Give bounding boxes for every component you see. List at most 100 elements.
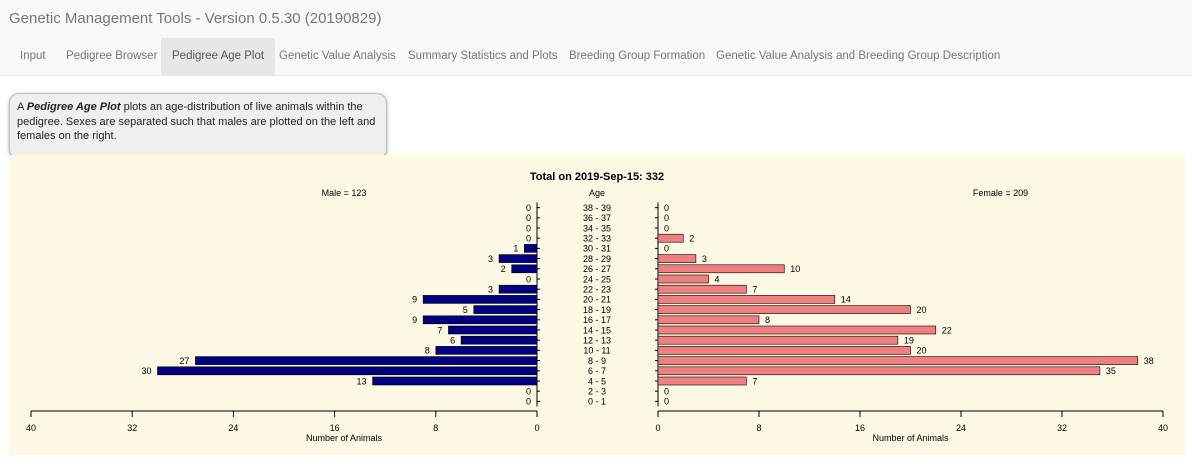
male-value-label: 9 xyxy=(412,315,417,325)
female-value-label: 0 xyxy=(664,223,669,233)
male-value-label: 0 xyxy=(526,234,531,244)
male-bar xyxy=(460,335,538,345)
female-value-label: 7 xyxy=(752,376,757,386)
female-x-tick-label: 24 xyxy=(956,423,966,433)
female-bar xyxy=(657,376,747,386)
info-box: A Pedigree Age Plot plots an age-distrib… xyxy=(9,93,387,159)
age-group-label: 36 - 37 xyxy=(583,213,611,223)
female-bar xyxy=(657,233,684,243)
male-value-label: 0 xyxy=(526,387,531,397)
female-value-label: 14 xyxy=(841,295,851,305)
tab-breeding-group-formation[interactable]: Breeding Group Formation xyxy=(569,50,706,62)
age-group-label: 0 - 1 xyxy=(588,397,606,407)
age-group-label: 22 - 23 xyxy=(583,285,611,295)
male-bar xyxy=(498,254,538,263)
age-group-label: 20 - 21 xyxy=(583,295,611,305)
age-pyramid-chart: Total on 2019-Sep-15: 332 Male = 123 Age Fe… xyxy=(26,171,1168,443)
age-group-label: 10 - 11 xyxy=(583,346,610,356)
male-bar xyxy=(511,264,538,274)
male-value-label: 13 xyxy=(357,376,367,386)
age-group-label: 26 - 27 xyxy=(583,264,611,274)
female-value-label: 38 xyxy=(1144,356,1154,366)
male-x-tick-label: 16 xyxy=(330,423,340,433)
female-bar xyxy=(657,274,709,284)
female-value-label: 35 xyxy=(1106,366,1116,376)
female-value-label: 8 xyxy=(765,315,770,325)
female-bar xyxy=(657,284,747,294)
female-x-tick-label: 16 xyxy=(855,423,865,433)
tab-summary-statistics[interactable]: Summary Statistics and Plots xyxy=(408,50,558,62)
male-bar xyxy=(422,295,538,304)
female-value-label: 0 xyxy=(664,397,669,407)
male-bar xyxy=(498,284,538,294)
female-x-tick-label: 32 xyxy=(1057,423,1067,433)
age-group-label: 2 - 3 xyxy=(588,387,606,397)
male-value-label: 0 xyxy=(526,213,531,223)
age-group-label: 30 - 31 xyxy=(583,244,611,254)
female-value-label: 20 xyxy=(917,305,927,315)
female-bar xyxy=(657,264,785,274)
female-value-label: 10 xyxy=(790,264,800,274)
female-value-label: 0 xyxy=(664,213,669,223)
female-bar xyxy=(657,305,911,314)
male-bar xyxy=(372,376,538,386)
male-x-tick-label: 40 xyxy=(26,423,36,433)
female-bar xyxy=(657,335,899,345)
app-title: Genetic Management Tools - Version 0.5.3… xyxy=(9,10,382,27)
chart-title: Total on 2019-Sep-15: 332 xyxy=(530,171,664,183)
tab-gva-breeding-group-description[interactable]: Genetic Value Analysis and Breeding Grou… xyxy=(716,50,1001,62)
female-value-label: 22 xyxy=(942,325,952,335)
male-value-label: 0 xyxy=(526,274,531,284)
tab-bar: Input Pedigree Browser Pedigree Age Plot… xyxy=(0,38,1192,76)
age-group-label: 32 - 33 xyxy=(583,234,611,244)
female-bar xyxy=(657,356,1139,365)
male-value-label: 7 xyxy=(437,325,442,335)
male-bar xyxy=(473,305,538,314)
tab-pedigree-age-plot[interactable]: Pedigree Age Plot xyxy=(161,38,276,75)
female-x-tick-label: 40 xyxy=(1158,423,1168,433)
female-value-label: 3 xyxy=(702,254,707,264)
male-value-label: 3 xyxy=(488,254,493,264)
female-bar xyxy=(657,325,937,335)
age-group-label: 28 - 29 xyxy=(583,254,611,264)
female-value-label: 7 xyxy=(752,285,757,295)
age-group-label: 16 - 17 xyxy=(583,315,611,325)
male-bar xyxy=(157,366,538,376)
male-x-tick-label: 0 xyxy=(534,423,539,433)
info-text: plots an age-distribution of live animal… xyxy=(17,101,376,142)
male-x-tick-label: 8 xyxy=(433,423,438,433)
age-group-label: 6 - 7 xyxy=(588,366,606,376)
tab-genetic-value-analysis[interactable]: Genetic Value Analysis xyxy=(279,50,396,62)
age-group-label: 12 - 13 xyxy=(583,336,611,346)
male-value-label: 1 xyxy=(513,244,518,254)
male-value-label: 2 xyxy=(501,264,506,274)
male-value-label: 0 xyxy=(526,223,531,233)
male-value-label: 0 xyxy=(526,397,531,407)
plot-panel: Total on 2019-Sep-15: 332 Male = 123 Age Fe… xyxy=(9,155,1185,455)
female-value-label: 4 xyxy=(715,274,720,284)
age-group-label: 24 - 25 xyxy=(583,274,611,284)
male-value-label: 30 xyxy=(141,366,151,376)
male-value-label: 9 xyxy=(412,295,417,305)
male-value-label: 27 xyxy=(179,356,189,366)
female-value-label: 19 xyxy=(904,336,914,346)
male-value-label: 3 xyxy=(488,285,493,295)
tab-input[interactable]: Input xyxy=(20,50,46,62)
male-x-tick-label: 32 xyxy=(127,423,137,433)
male-bar xyxy=(422,315,538,325)
female-value-label: 0 xyxy=(664,387,669,397)
male-value-label: 5 xyxy=(463,305,468,315)
female-bar xyxy=(657,254,697,263)
age-group-label: 8 - 9 xyxy=(588,356,606,366)
male-label: Male = 123 xyxy=(322,188,367,198)
female-value-label: 0 xyxy=(664,244,669,254)
female-bar xyxy=(657,295,836,304)
tab-pedigree-browser[interactable]: Pedigree Browser xyxy=(66,50,158,62)
female-x-axis-title: Number of Animals xyxy=(872,433,949,443)
male-value-label: 6 xyxy=(450,336,455,346)
male-value-label: 8 xyxy=(425,346,430,356)
male-bar xyxy=(195,356,538,365)
info-term: Pedigree Age Plot xyxy=(26,101,121,113)
female-label: Female = 209 xyxy=(973,188,1028,198)
female-bar xyxy=(657,346,911,355)
